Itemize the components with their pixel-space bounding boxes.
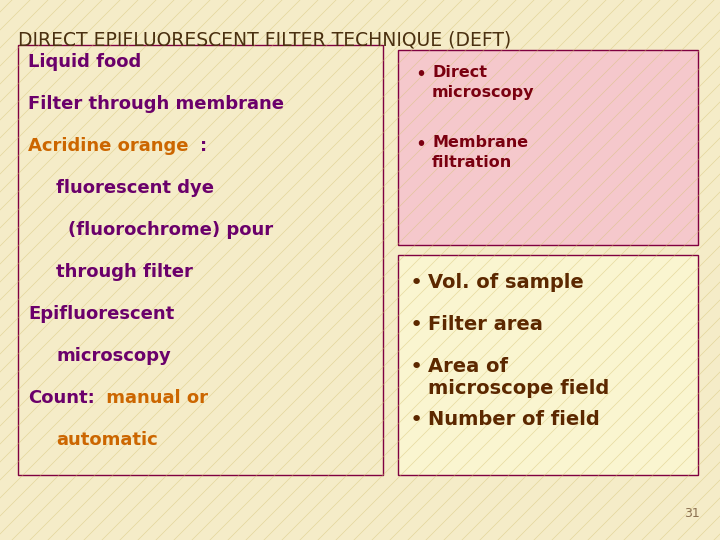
Text: Direct: Direct (432, 65, 487, 80)
Text: Epifluorescent: Epifluorescent (28, 305, 174, 323)
Text: microscope field: microscope field (428, 379, 609, 398)
Text: Liquid food: Liquid food (28, 53, 141, 71)
Bar (18, 45, 383, 475)
Text: Vol. of sample: Vol. of sample (428, 273, 584, 292)
Text: Count:: Count: (28, 389, 95, 407)
Bar (398, 255, 698, 475)
Text: microscopy: microscopy (432, 85, 534, 100)
Text: automatic: automatic (56, 431, 158, 449)
Text: :: : (200, 137, 207, 155)
Text: filtration: filtration (432, 155, 512, 170)
Text: Filter area: Filter area (428, 315, 543, 334)
Text: (fluorochrome) pour: (fluorochrome) pour (68, 221, 273, 239)
Text: manual or: manual or (100, 389, 208, 407)
Text: •: • (415, 135, 426, 154)
Text: •: • (410, 315, 423, 335)
Text: 31: 31 (684, 507, 700, 520)
Text: Acridine orange: Acridine orange (28, 137, 194, 155)
Text: Number of field: Number of field (428, 410, 600, 429)
Text: microscopy: microscopy (56, 347, 171, 365)
Text: •: • (415, 65, 426, 84)
Text: Filter through membrane: Filter through membrane (28, 95, 284, 113)
Text: Area of: Area of (428, 357, 508, 376)
Bar (398, 50, 698, 245)
Text: through filter: through filter (56, 263, 193, 281)
Text: fluorescent dye: fluorescent dye (56, 179, 214, 197)
Text: Membrane: Membrane (432, 135, 528, 150)
Text: •: • (410, 273, 423, 293)
Text: •: • (410, 357, 423, 377)
Text: •: • (410, 410, 423, 430)
Text: DIRECT EPIFLUORESCENT FILTER TECHNIQUE (DEFT): DIRECT EPIFLUORESCENT FILTER TECHNIQUE (… (18, 30, 511, 49)
